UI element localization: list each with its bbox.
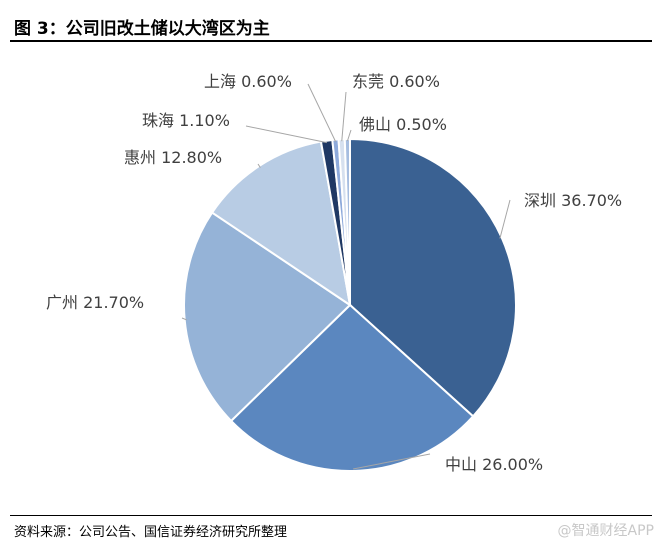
pie-slice-0 (349, 137, 517, 418)
leader-line-2 (181, 317, 187, 321)
pie-slice-2 (183, 211, 352, 423)
slice-label-4: 珠海 1.10% (142, 111, 230, 130)
slice-label-1: 中山 26.00% (445, 455, 543, 474)
figure-title: 图 3：公司旧改土储以大湾区为主 (14, 19, 270, 39)
slice-label-0: 深圳 36.70% (524, 191, 622, 210)
watermark: @智通财经APP (557, 523, 654, 539)
footer-divider (10, 515, 652, 516)
slice-label-5: 上海 0.60% (204, 72, 292, 91)
leader-line-1 (352, 453, 431, 470)
leader-line-5 (307, 83, 337, 142)
leader-line-6 (341, 91, 347, 142)
slice-label-6: 东莞 0.60% (352, 72, 440, 91)
slice-label-7: 佛山 0.50% (359, 115, 447, 134)
leader-line-3 (257, 163, 261, 168)
pie-slice-7 (343, 137, 351, 306)
leader-line-0 (499, 199, 511, 239)
source-note: 资料来源：公司公告、国信证券经济研究所整理 (14, 525, 288, 540)
pie-chart: 深圳 36.70% 中山 26.00% 广州 21.70% 惠州 12.80% 珠海 1… (46, 72, 622, 474)
title-bar: 图 3：公司旧改土储以大湾区为主 (10, 8, 652, 42)
slice-label-2: 广州 21.70% (46, 293, 144, 312)
slice-label-3: 惠州 12.80% (124, 148, 222, 167)
pie-slice-1 (229, 303, 475, 472)
leader-line-7 (346, 129, 352, 142)
leader-line-4 (245, 125, 327, 144)
